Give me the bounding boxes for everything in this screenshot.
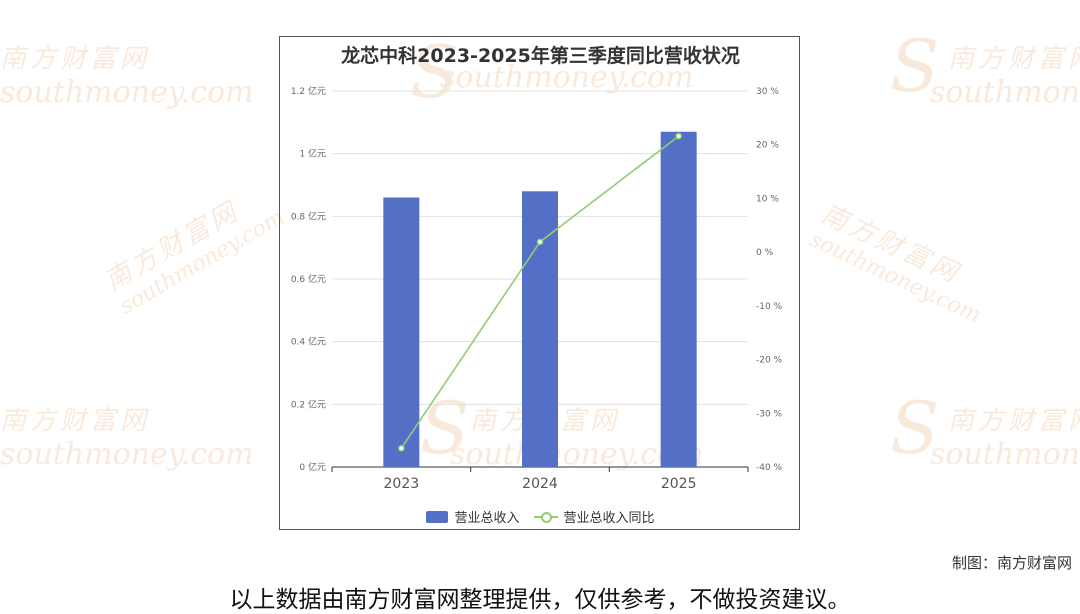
watermark: 南方财富网 southmoney.com [97,173,289,320]
watermark-en-text: southmoney.com [0,75,254,110]
chart-credit: 制图：南方财富网 [951,554,1072,572]
y-left-tick-label: 0.4 亿元 [291,336,326,348]
chart-panel: 龙芯中科2023-2025年第三季度同比营收状况 0 亿元 0.2 亿元 0.4 亿… [279,36,800,530]
x-tick-label: 2024 [522,476,558,492]
y-left-tick-label: 0.2 亿元 [291,398,326,410]
bar-revenue [383,197,420,468]
chart-legend: 营业总收入 营业总收入同比 [280,507,801,526]
legend-label-yoy: 营业总收入同比 [563,511,655,526]
watermark-cn-text: 南方财富网 [0,406,151,436]
point-yoy [675,132,683,140]
chart-title: 龙芯中科2023-2025年第三季度同比营收状况 [341,45,740,67]
x-tick-label: 2023 [384,476,420,492]
legend-label-revenue: 营业总收入 [454,511,520,526]
y-right-tick-label: 10 % [756,194,779,204]
legend-bar-swatch [426,510,449,523]
y-right-tick-label: 30 % [756,87,779,97]
watermark-s-logo: S [890,24,940,108]
legend-line-swatch [533,511,558,523]
disclaimer-text: 以上数据由南方财富网整理提供，仅供参考，不做投资建议。 [229,587,851,613]
watermark-s-logo: S [890,386,940,470]
watermark-cn-text: 南方财富网 [816,199,966,290]
legend-item-revenue[interactable]: 营业总收入 [426,507,520,526]
watermark: S 南方财富网 southmoney.com [890,24,1080,110]
y-right-tick-label: 20 % [756,141,779,151]
watermark-cn-text: 南方财富网 [948,44,1080,74]
watermark: 南方财富网 southmoney.com [0,400,254,472]
watermark: S 南方财富网 southmoney.com [890,386,1080,472]
watermark-en-text: southmoney.com [805,227,985,329]
watermark: 南方财富网 southmoney.com [805,194,1001,329]
legend-item-yoy[interactable]: 营业总收入同比 [533,507,655,526]
combo-chart: 0 亿元 0.2 亿元 0.4 亿元 0.6 亿元 0.8 亿元 1 亿元 1.2 亿元 -4… [291,85,783,492]
y-left-tick-label: 1 亿元 [299,148,326,160]
y-left-tick-label: 0.8 亿元 [291,210,326,222]
y-right-tick-label: 0 % [756,248,774,258]
y-left-tick-label: 1.2 亿元 [291,85,326,97]
y-left-tick-label: 0.6 亿元 [291,273,326,285]
point-yoy [397,444,405,452]
watermark: 南方财富网 southmoney.com [0,38,254,110]
y-right-tick-label: -40 % [756,463,783,473]
watermark-en-text: southmoney.com [115,204,289,320]
point-yoy [536,238,544,246]
y-left-tick-label: 0 亿元 [299,461,326,473]
bar-revenue [660,131,697,467]
watermark-cn-text: 南方财富网 [99,195,245,297]
watermark-en-text: southmoney.com [0,437,254,472]
bar-revenue [522,191,558,467]
y-right-tick-label: -10 % [756,302,783,312]
watermark-en-text: southmoney.com [930,75,1080,110]
y-right-tick-label: -30 % [756,409,783,419]
watermark-en-text: southmoney.com [930,437,1080,472]
watermark-cn-text: 南方财富网 [0,44,151,74]
x-tick-label: 2025 [661,476,697,492]
watermark-cn-text: 南方财富网 [948,406,1080,436]
y-right-tick-label: -20 % [756,356,783,366]
